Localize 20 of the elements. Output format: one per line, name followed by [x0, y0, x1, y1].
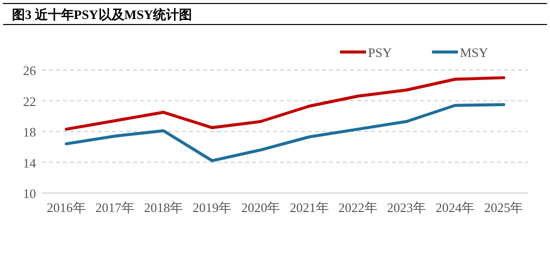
- chart-title: 图3 近十年PSY以及MSY统计图: [12, 7, 192, 22]
- x-tick-label: 2021年: [290, 200, 329, 215]
- x-tick-label: 2017年: [95, 200, 134, 215]
- y-tick-label: 26: [23, 63, 36, 78]
- y-tick-label: 22: [23, 94, 36, 109]
- x-tick-label: 2025年: [484, 200, 524, 215]
- y-tick-label: 10: [23, 186, 36, 201]
- line-series: [64, 76, 506, 131]
- x-tick-label: 2016年: [46, 200, 86, 215]
- y-tick-label: 14: [23, 155, 36, 170]
- legend-label: MSY: [460, 45, 489, 60]
- x-tick-label: 2023年: [387, 200, 426, 215]
- line-series: [64, 103, 506, 162]
- x-tick-label: 2019年: [192, 200, 232, 215]
- x-tick-label: 2022年: [338, 200, 378, 215]
- x-tick-label: 2020年: [241, 200, 280, 215]
- y-tick-label: 18: [23, 124, 36, 140]
- x-tick-label: 2024年: [436, 200, 475, 215]
- legend-label: PSY: [368, 45, 392, 60]
- x-tick-label: 2018年: [144, 200, 183, 215]
